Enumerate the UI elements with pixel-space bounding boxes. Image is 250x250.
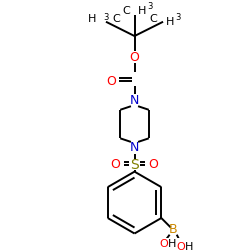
Text: N: N	[130, 94, 139, 107]
Text: C: C	[149, 14, 157, 24]
Text: 3: 3	[104, 13, 109, 22]
Text: H: H	[88, 14, 96, 24]
Text: O: O	[148, 158, 158, 171]
Text: O: O	[176, 242, 185, 250]
Text: O: O	[159, 239, 168, 249]
Text: H: H	[168, 239, 176, 249]
Text: C: C	[122, 6, 130, 16]
Text: 3: 3	[148, 2, 153, 11]
Text: O: O	[110, 158, 120, 171]
Text: 3: 3	[175, 13, 180, 22]
Text: N: N	[130, 141, 139, 154]
Text: O: O	[130, 51, 140, 64]
Text: H: H	[184, 242, 193, 250]
Text: H: H	[138, 6, 146, 16]
Text: S: S	[130, 158, 139, 172]
Text: B: B	[169, 224, 177, 236]
Text: H: H	[166, 17, 174, 27]
Text: C: C	[112, 14, 120, 24]
Text: O: O	[106, 75, 116, 88]
